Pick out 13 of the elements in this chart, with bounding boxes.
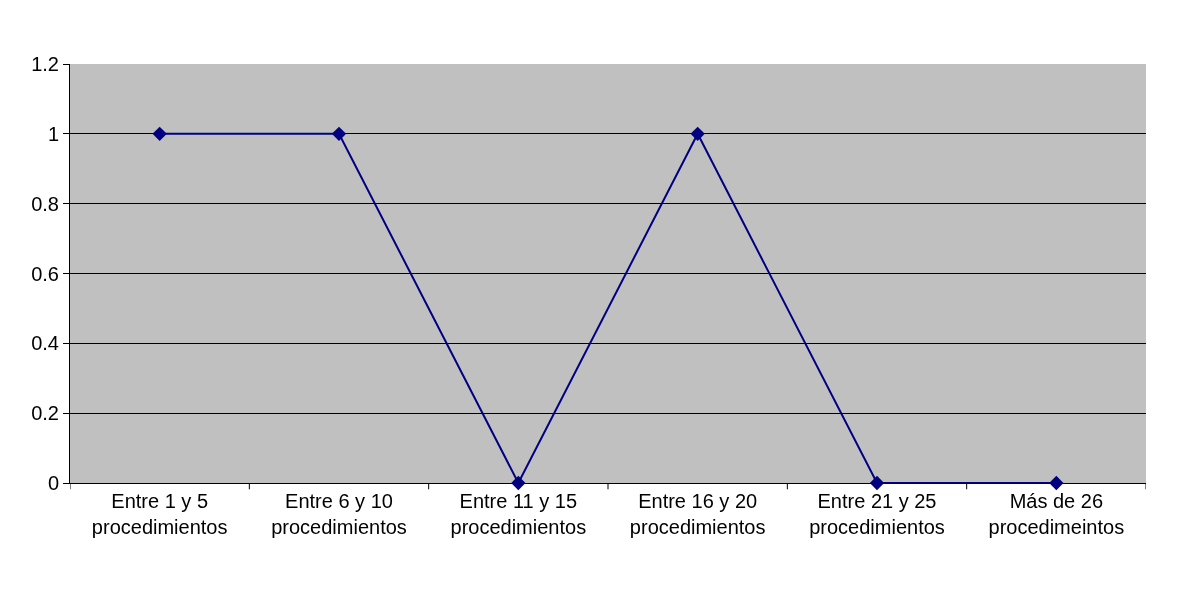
y-tick-label: 0.8 bbox=[31, 192, 59, 215]
x-tick-label: Entre 6 y 10 procedimientos bbox=[271, 490, 407, 538]
x-tick-label: Entre 21 y 25 procedimientos bbox=[809, 490, 945, 538]
y-tick-label: 0 bbox=[47, 472, 59, 494]
y-tick-label: 1.2 bbox=[31, 53, 59, 75]
x-tick-label: Entre 1 y 5 procedimientos bbox=[91, 490, 228, 538]
y-tick-label: 0.6 bbox=[31, 262, 59, 285]
x-tick-label: Entre 16 y 20 procedimientos bbox=[629, 490, 766, 538]
y-tick-label: 0.4 bbox=[31, 332, 59, 355]
x-tick-label: Entre 11 y 15 procedimientos bbox=[450, 490, 587, 538]
x-tick-label: Más de 26 procedimeintos bbox=[988, 490, 1125, 538]
y-tick-label: 0.2 bbox=[31, 402, 59, 425]
y-tick-label: 1 bbox=[47, 122, 59, 145]
